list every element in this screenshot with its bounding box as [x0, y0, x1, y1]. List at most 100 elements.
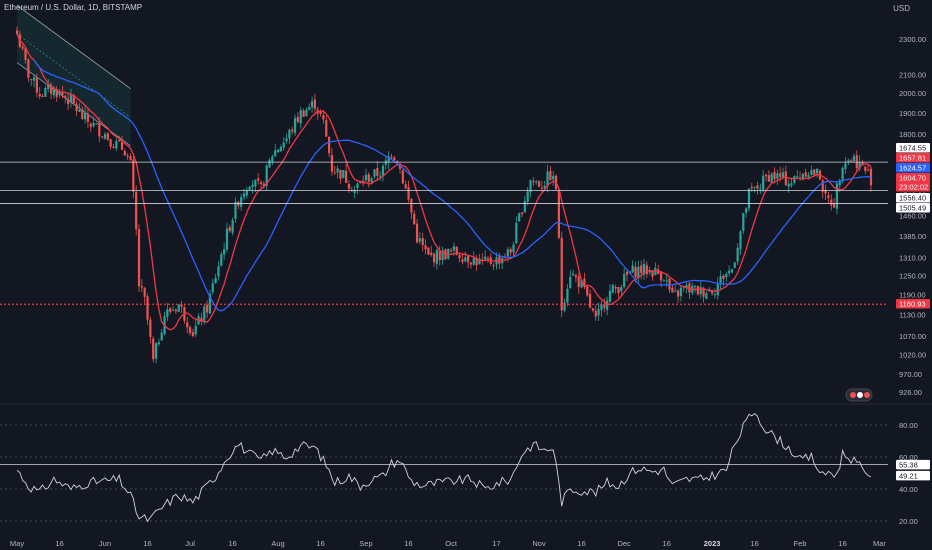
- candle-body: [38, 93, 41, 97]
- price-tag-label: 23:02:02: [899, 183, 928, 192]
- candle-body: [64, 96, 67, 98]
- candle-body: [750, 187, 753, 189]
- candle-body: [435, 249, 439, 264]
- currency-label: USD: [893, 4, 910, 13]
- candle-body: [796, 176, 799, 178]
- oscillator-tick-label: 80.00: [899, 421, 918, 430]
- y-tick-label: 2000.00: [899, 89, 926, 98]
- candle-body: [35, 77, 38, 93]
- candle-body: [571, 273, 575, 276]
- candle-body: [203, 306, 206, 323]
- candle-body: [313, 99, 317, 109]
- candle-body: [293, 118, 297, 134]
- candle-body: [305, 109, 308, 117]
- candle-body: [27, 59, 30, 78]
- y-tick-label: 1020.00: [899, 350, 926, 359]
- y-tick-label: 1900.00: [899, 109, 926, 118]
- x-tick-label: 16: [838, 539, 846, 548]
- candle-body: [188, 327, 192, 334]
- candle-body: [424, 245, 427, 250]
- candle-body: [784, 171, 787, 186]
- oscillator-tick-label: 40.00: [899, 485, 918, 494]
- y-tick-label: 1460.00: [899, 211, 926, 220]
- candle-body: [739, 231, 742, 250]
- x-tick-label: 16: [316, 539, 324, 548]
- candle-body: [421, 237, 424, 246]
- candle-body: [78, 109, 81, 112]
- candlesticks: [15, 26, 873, 364]
- moving-averages: [16, 33, 872, 331]
- candle-body: [112, 146, 115, 149]
- candle-body: [123, 150, 126, 156]
- y-tick-label: 2300.00: [899, 35, 926, 44]
- candle-body: [696, 285, 700, 295]
- candle-body: [688, 283, 691, 293]
- candle-body: [827, 195, 830, 198]
- candle-body: [257, 178, 260, 181]
- candle-body: [47, 85, 50, 89]
- candle-body: [552, 175, 555, 180]
- candle-body: [824, 189, 827, 194]
- price-tag-label: 1505.49: [899, 204, 926, 213]
- candle-body: [407, 187, 410, 200]
- candle-body: [401, 170, 404, 184]
- candle-body: [325, 120, 328, 137]
- indicator-badge[interactable]: [845, 388, 873, 402]
- candle-body: [231, 220, 234, 233]
- x-tick-label: Oct: [445, 539, 458, 548]
- candle-body: [101, 136, 104, 138]
- candle-body: [367, 174, 370, 182]
- slow-ma-line: [33, 59, 871, 312]
- candle-body: [342, 170, 345, 179]
- candle-body: [52, 87, 56, 96]
- candle-body: [49, 84, 53, 94]
- candle-body: [86, 114, 90, 122]
- candle-body: [30, 79, 33, 81]
- candle-body: [577, 276, 580, 288]
- candle-body: [21, 46, 24, 49]
- candle-body: [492, 265, 495, 267]
- price-tag-bg: [896, 182, 930, 192]
- candle-body: [291, 129, 294, 132]
- candle-body: [430, 252, 433, 255]
- candle-body: [861, 162, 864, 165]
- candle-body: [747, 188, 751, 209]
- candle-body: [262, 183, 265, 187]
- y-tick-label: 926.00: [899, 388, 922, 397]
- candle-body: [413, 213, 416, 225]
- candle-body: [449, 250, 453, 252]
- candle-body: [583, 278, 586, 287]
- badge-dot-icon: [857, 392, 863, 398]
- candle-body: [327, 136, 331, 154]
- oscillator-line: [16, 413, 872, 523]
- candle-body: [72, 94, 75, 104]
- candle-body: [481, 259, 484, 261]
- candle-body: [787, 183, 790, 187]
- y-tick-label: 1250.00: [899, 272, 926, 281]
- candle-body: [157, 342, 160, 345]
- candle-body: [206, 304, 209, 313]
- candle-body: [288, 130, 291, 139]
- candle-body: [467, 255, 470, 263]
- candle-body: [711, 290, 714, 294]
- candle-body: [574, 275, 578, 278]
- candle-body: [347, 183, 351, 189]
- symbol-title[interactable]: Ethereum / U.S. Dollar, 1D, BITSTAMP: [4, 3, 143, 12]
- candle-body: [336, 168, 339, 173]
- candle-body: [725, 273, 728, 278]
- candle-body: [719, 276, 722, 283]
- price-tag-label: 1624.57: [899, 164, 926, 173]
- candle-body: [773, 171, 776, 180]
- candle-body: [251, 184, 254, 187]
- candle-body: [191, 332, 195, 336]
- candle-body: [137, 229, 141, 287]
- candle-body: [174, 309, 177, 312]
- x-tick-label: Nov: [532, 539, 546, 548]
- oscillator-value-tag: 55.38: [899, 460, 918, 469]
- candle-body: [841, 167, 844, 180]
- oscillator-tick-label: 20.00: [899, 517, 918, 526]
- candle-body: [279, 146, 282, 152]
- candle-body: [455, 246, 458, 255]
